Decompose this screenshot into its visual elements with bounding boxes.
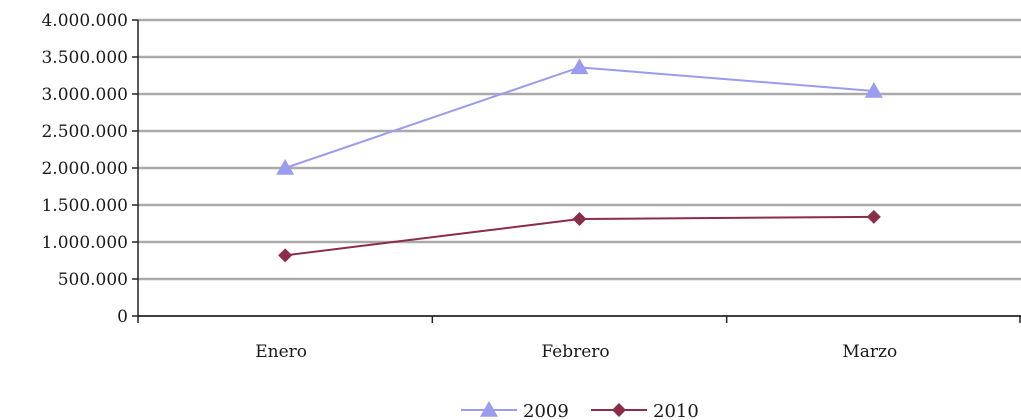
x-tick-label: Febrero (541, 342, 609, 362)
y-tick-label: 500.000 (58, 270, 128, 290)
data-point (276, 159, 295, 175)
legend-label: 2010 (653, 401, 699, 420)
data-point (866, 209, 881, 224)
x-tick-label: Enero (255, 342, 307, 362)
axes (132, 19, 1021, 323)
data-point (572, 212, 587, 227)
legend-marker (480, 401, 498, 417)
y-tick-label: 3.500.000 (41, 48, 128, 68)
y-tick-label: 4.000.000 (41, 11, 128, 31)
y-tick-label: 2.000.000 (41, 159, 128, 179)
x-tick-label: Marzo (842, 342, 897, 362)
y-tick-label: 0 (117, 307, 128, 327)
x-axis-tick-labels: Enero Febrero Marzo (255, 342, 897, 362)
y-tick-label: 2.500.000 (41, 122, 128, 142)
series-line (284, 66, 874, 169)
legend-marker (612, 403, 626, 417)
series-2009 (276, 58, 883, 175)
legend-label: 2009 (523, 401, 569, 420)
data-point (278, 248, 293, 263)
legend-entry: 2010 (591, 401, 699, 420)
y-tick-label: 1.500.000 (41, 196, 128, 216)
y-tick-label: 1.000.000 (41, 233, 128, 253)
data-point (570, 58, 589, 75)
y-axis-tick-labels: 0 500.000 1.000.000 1.500.000 2.000.000 2.500… (41, 11, 128, 327)
y-tick-label: 3.000.000 (41, 85, 128, 105)
series-2010 (278, 209, 881, 263)
legend-entry: 2009 (461, 401, 569, 420)
data-point (864, 82, 883, 98)
series-lines (276, 58, 883, 263)
legend: 2009 2010 (461, 401, 699, 420)
